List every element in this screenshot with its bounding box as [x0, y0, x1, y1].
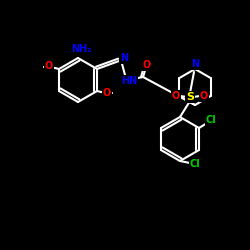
Text: N: N — [120, 53, 128, 63]
Text: Cl: Cl — [190, 159, 200, 169]
Text: N: N — [191, 59, 199, 69]
Text: O: O — [200, 91, 208, 101]
Text: O: O — [172, 91, 180, 101]
Text: O: O — [143, 60, 151, 70]
Text: Cl: Cl — [206, 115, 216, 125]
Text: HN: HN — [121, 76, 137, 86]
Text: O: O — [103, 88, 111, 98]
Text: NH₂: NH₂ — [71, 44, 91, 54]
Text: S: S — [186, 92, 194, 102]
Text: O: O — [45, 61, 53, 71]
